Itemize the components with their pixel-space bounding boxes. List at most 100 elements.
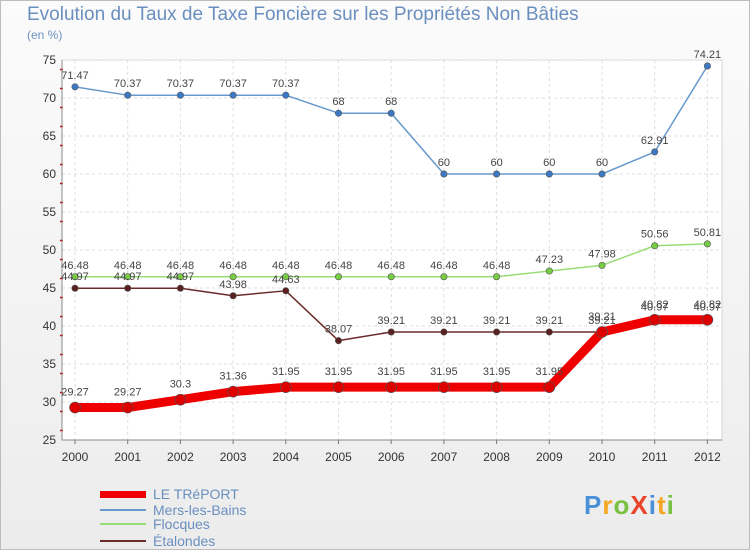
data-point (69, 401, 81, 414)
data-label: 46.48 (483, 260, 511, 272)
data-point (334, 337, 342, 345)
data-label: 31.36 (219, 371, 247, 383)
data-label: 43.98 (219, 279, 247, 291)
legend-swatch (100, 509, 146, 511)
legend-swatch (100, 523, 146, 525)
data-label: 60 (490, 157, 502, 169)
data-label: 31.95 (483, 366, 511, 378)
x-tick-label: 2001 (114, 450, 141, 464)
data-label: 31.95 (430, 366, 458, 378)
legend-item-etalondes: Étalondes (100, 533, 215, 549)
data-point (490, 381, 503, 393)
x-tick-label: 2007 (431, 450, 458, 464)
data-label: 40.97 (641, 302, 669, 314)
data-label: 70.37 (219, 78, 247, 90)
data-point (176, 273, 184, 281)
data-point (282, 273, 290, 281)
data-label: 38.07 (325, 324, 353, 336)
data-point (124, 91, 132, 99)
data-label: 70.37 (272, 78, 300, 90)
data-label: 46.48 (430, 260, 458, 272)
data-point (124, 284, 132, 292)
y-tick-label: 25 (43, 433, 57, 447)
data-point (387, 273, 395, 281)
x-tick-label: 2009 (536, 450, 563, 464)
x-tick-label: 2011 (642, 450, 668, 464)
legend-label: Mers-les-Bains (153, 502, 247, 518)
data-label: 39.21 (536, 315, 564, 327)
data-label: 46.48 (377, 260, 405, 272)
data-label: 46.48 (219, 260, 247, 272)
data-point (545, 267, 553, 275)
data-point (387, 328, 395, 336)
data-point (703, 62, 711, 70)
x-tick-label: 2008 (483, 450, 510, 464)
data-point (334, 273, 342, 281)
data-label: 46.48 (61, 260, 89, 272)
data-label: 39.21 (483, 315, 511, 327)
data-label: 39.21 (430, 315, 458, 327)
data-point (651, 242, 659, 250)
y-tick-label: 30 (43, 395, 57, 409)
data-label: 39.21 (588, 315, 616, 327)
data-label: 46.48 (114, 260, 142, 272)
data-point (332, 381, 345, 393)
data-point (174, 393, 187, 406)
data-label: 46.48 (325, 260, 353, 272)
data-point (440, 170, 448, 178)
data-label: 68 (332, 96, 344, 108)
data-point (598, 170, 606, 178)
data-label: 40.97 (694, 302, 722, 314)
x-tick-label: 2005 (325, 450, 352, 464)
data-point (651, 148, 659, 156)
x-tick-label: 2006 (378, 450, 405, 464)
data-label: 60 (596, 157, 608, 169)
data-point (282, 91, 290, 99)
data-point (493, 273, 501, 281)
data-label: 31.95 (272, 366, 300, 378)
proxiti-logo: ProXiti (584, 490, 675, 520)
data-point (71, 284, 79, 292)
data-point (438, 381, 450, 393)
data-point (176, 284, 184, 292)
legend-item-le-treport: LE TRéPORT (100, 486, 239, 502)
data-point (71, 83, 79, 91)
data-point (545, 170, 553, 178)
data-label: 68 (385, 96, 397, 108)
data-label: 44.97 (167, 271, 195, 283)
data-point (701, 313, 714, 326)
x-tick-label: 2002 (167, 450, 194, 464)
y-tick-label: 45 (43, 281, 57, 295)
data-label: 31.95 (325, 366, 353, 378)
data-label: 50.81 (694, 227, 722, 239)
data-label: 40.82 (641, 299, 669, 311)
data-label: 47.23 (536, 254, 564, 266)
data-label: 29.27 (61, 387, 89, 399)
x-tick-label: 2004 (272, 450, 299, 464)
legend-swatch (100, 490, 146, 498)
data-label: 46.48 (272, 260, 300, 272)
data-point (334, 109, 342, 117)
chart-title: Evolution du Taux de Taxe Foncière sur l… (27, 4, 579, 25)
data-label: 70.37 (114, 78, 142, 90)
data-label: 71.47 (61, 70, 89, 82)
data-point (493, 328, 501, 336)
data-point (440, 273, 448, 281)
legend-label: Étalondes (153, 533, 216, 549)
legend-item-flocques: Flocques (100, 516, 210, 532)
x-tick-label: 2012 (694, 450, 721, 464)
y-tick-label: 35 (43, 357, 57, 371)
data-point (545, 328, 553, 336)
legend-item-mers-les-bains: Mers-les-Bains (100, 502, 246, 518)
x-tick-label: 2000 (62, 450, 89, 464)
data-label: 39.21 (588, 311, 616, 323)
unit-label: (en %) (27, 28, 63, 42)
data-point (71, 273, 79, 281)
data-label: 50.56 (641, 229, 669, 241)
legend-swatch (100, 540, 146, 542)
x-tick-label: 2010 (589, 450, 616, 464)
data-label: 74.21 (694, 49, 722, 61)
data-label: 31.95 (377, 366, 405, 378)
y-tick-label: 55 (43, 205, 57, 219)
